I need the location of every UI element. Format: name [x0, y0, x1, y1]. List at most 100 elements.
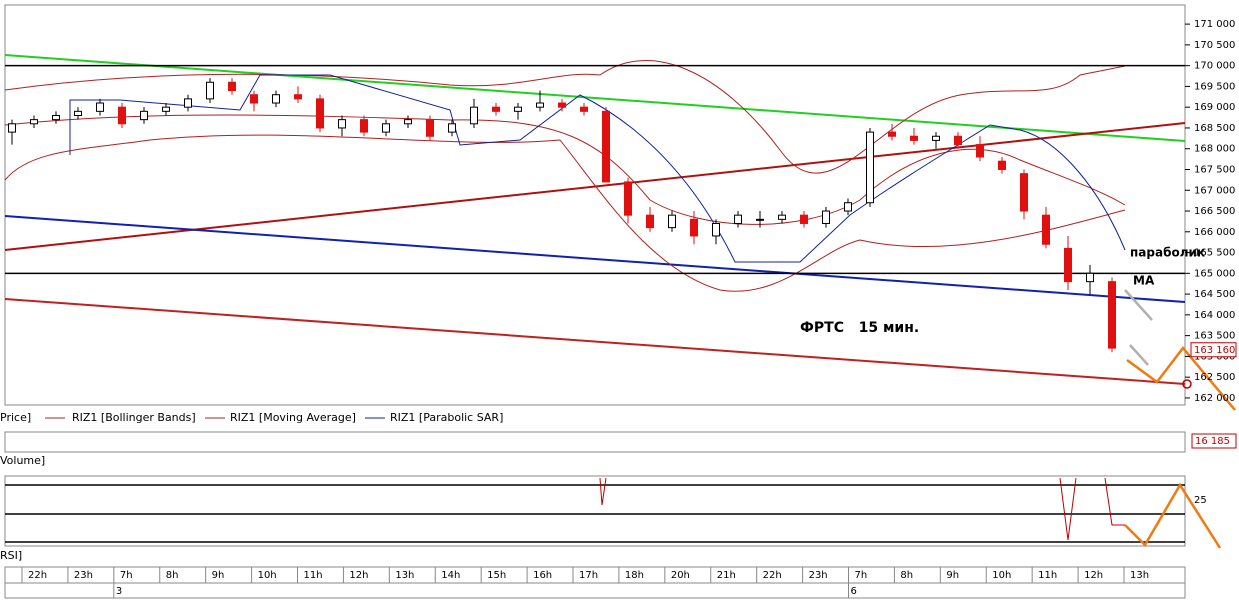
candle-body — [778, 214, 786, 220]
time-label: 8h — [166, 570, 179, 581]
candle-body — [602, 110, 610, 183]
candle-body — [272, 94, 280, 104]
legend-item: RIZ1 [Bollinger Bands] — [72, 411, 196, 424]
marker — [1182, 379, 1192, 389]
candle-body — [228, 81, 236, 92]
candle-body — [800, 214, 808, 224]
candle-body — [316, 98, 324, 129]
time-label: 15h — [487, 570, 506, 581]
candle-body — [1020, 173, 1028, 212]
price-tag — [1190, 342, 1237, 358]
candle-body — [206, 81, 214, 100]
y-tick-label: 163 500 — [1194, 331, 1235, 342]
time-label: 13h — [395, 570, 414, 581]
time-label: 22h — [763, 570, 782, 581]
candle-body — [712, 222, 720, 237]
date-label: 6 — [851, 586, 857, 597]
candle-body — [558, 102, 566, 108]
time-label: 10h — [258, 570, 277, 581]
time-label: 12h — [1084, 570, 1103, 581]
legend-item: Price] — [0, 411, 31, 424]
annotation: MA — [1133, 274, 1155, 288]
candle-body — [426, 119, 434, 137]
candle-body — [74, 110, 82, 116]
candle-body — [646, 214, 654, 229]
y-tick-label: 170 000 — [1194, 61, 1235, 72]
pane-label: RSI] — [0, 549, 22, 562]
annotation: ФРТС 15 мин. — [800, 320, 919, 336]
candle-body — [734, 214, 742, 224]
candle-body — [954, 135, 962, 146]
y-tick-label: 170 500 — [1194, 40, 1235, 51]
candle-body — [514, 106, 522, 112]
volume-label: 16 185 — [1195, 436, 1230, 447]
volume-pane — [4, 431, 1186, 453]
parabolic-sar — [69, 74, 1126, 263]
trend-line — [4, 54, 1186, 142]
candle-body — [580, 106, 588, 112]
candle-body — [30, 119, 38, 125]
time-label: 13h — [1130, 570, 1149, 581]
y-tick-label: 162 000 — [1194, 393, 1235, 404]
y-tick-label: 167 000 — [1194, 185, 1235, 196]
forecast-line — [1126, 346, 1236, 411]
time-label: 12h — [349, 570, 368, 581]
trend-line — [4, 215, 1186, 303]
candle-body — [844, 202, 852, 212]
time-label: 7h — [855, 570, 868, 581]
y-tick-label: 168 500 — [1194, 123, 1235, 134]
candle-body — [1108, 281, 1116, 349]
time-label: 16h — [533, 570, 552, 581]
y-tick-label: 167 500 — [1194, 164, 1235, 175]
candle-body — [162, 106, 170, 112]
candle-body — [932, 135, 940, 141]
legend-item: RIZ1 [Parabolic SAR] — [390, 411, 503, 424]
y-tick-label: 165 000 — [1194, 268, 1235, 279]
moving-average — [4, 114, 1126, 225]
candle-body — [1086, 272, 1094, 283]
y-tick-label: 162 500 — [1194, 372, 1235, 383]
date-label: 3 — [116, 586, 122, 597]
candle-body — [976, 144, 984, 158]
candle-body — [184, 98, 192, 108]
y-tick-label: 168 000 — [1194, 144, 1235, 155]
time-label: 8h — [900, 570, 913, 581]
y-tick-label: 171 000 — [1194, 19, 1235, 30]
rsi-forecast — [1124, 482, 1222, 549]
candle-body — [382, 123, 390, 133]
time-label: 22h — [28, 570, 47, 581]
forecast-line — [1124, 289, 1153, 366]
time-label: 10h — [992, 570, 1011, 581]
y-tick-label: 164 000 — [1194, 310, 1235, 321]
time-label: 9h — [946, 570, 959, 581]
candle-body — [118, 106, 126, 125]
candle-body — [448, 123, 456, 133]
candle-body — [404, 119, 412, 125]
candle-body — [250, 94, 258, 104]
y-tick-label: 169 500 — [1194, 81, 1235, 92]
time-label: 7h — [120, 570, 133, 581]
time-label: 21h — [717, 570, 736, 581]
time-label: 11h — [1038, 570, 1057, 581]
price-pane — [4, 4, 1186, 406]
time-label: 23h — [74, 570, 93, 581]
candle-body — [96, 102, 104, 112]
pane-label: Volume] — [0, 454, 45, 467]
rsi-pane — [4, 475, 1186, 547]
candle-body — [998, 160, 1006, 170]
legend-item: RIZ1 [Moving Average] — [230, 411, 356, 424]
candle-body — [1042, 214, 1050, 245]
rsi-tick-label: 25 — [1194, 495, 1207, 506]
indicators — [4, 54, 1236, 411]
time-label: 11h — [304, 570, 323, 581]
candle-body — [866, 131, 874, 204]
candle-body — [470, 106, 478, 125]
candle-body — [690, 218, 698, 237]
candle-body — [536, 102, 544, 108]
volume-tag — [1191, 433, 1237, 449]
candle-body — [888, 131, 896, 137]
candle-body — [756, 218, 764, 221]
trend-line — [4, 122, 1186, 251]
candle-body — [1064, 247, 1072, 283]
